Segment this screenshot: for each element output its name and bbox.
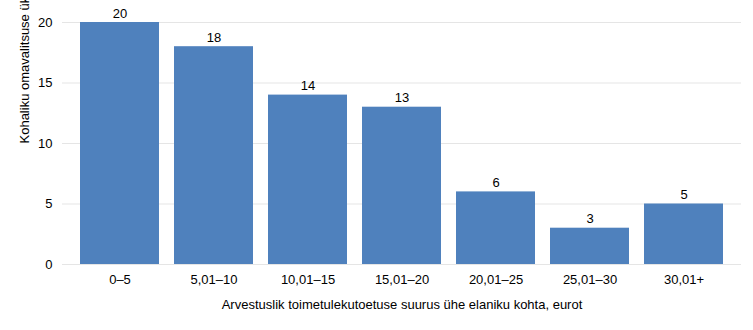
- svg-text:5: 5: [45, 196, 52, 211]
- svg-text:0–5: 0–5: [109, 272, 131, 287]
- svg-text:6: 6: [492, 175, 499, 190]
- svg-text:13: 13: [395, 90, 409, 105]
- svg-text:5: 5: [680, 187, 687, 202]
- svg-text:25,01–30: 25,01–30: [563, 272, 617, 287]
- svg-text:5,01–10: 5,01–10: [191, 272, 238, 287]
- svg-text:Arvestuslik toimetulekutoetuse: Arvestuslik toimetulekutoetuse suurus üh…: [222, 297, 583, 312]
- svg-text:15: 15: [38, 75, 52, 90]
- svg-text:10: 10: [38, 136, 52, 151]
- svg-text:10,01–15: 10,01–15: [281, 272, 335, 287]
- svg-text:30,01+: 30,01+: [664, 272, 704, 287]
- svg-text:Kohaliku omavalitsuse üksuste: Kohaliku omavalitsuse üksuste arv: [17, 0, 32, 144]
- svg-text:20: 20: [113, 6, 127, 21]
- svg-text:18: 18: [207, 30, 221, 45]
- svg-text:14: 14: [301, 78, 315, 93]
- svg-text:3: 3: [586, 211, 593, 226]
- svg-text:20,01–25: 20,01–25: [469, 272, 523, 287]
- svg-text:15,01–20: 15,01–20: [375, 272, 429, 287]
- svg-text:20: 20: [38, 15, 52, 30]
- svg-text:0: 0: [45, 257, 52, 272]
